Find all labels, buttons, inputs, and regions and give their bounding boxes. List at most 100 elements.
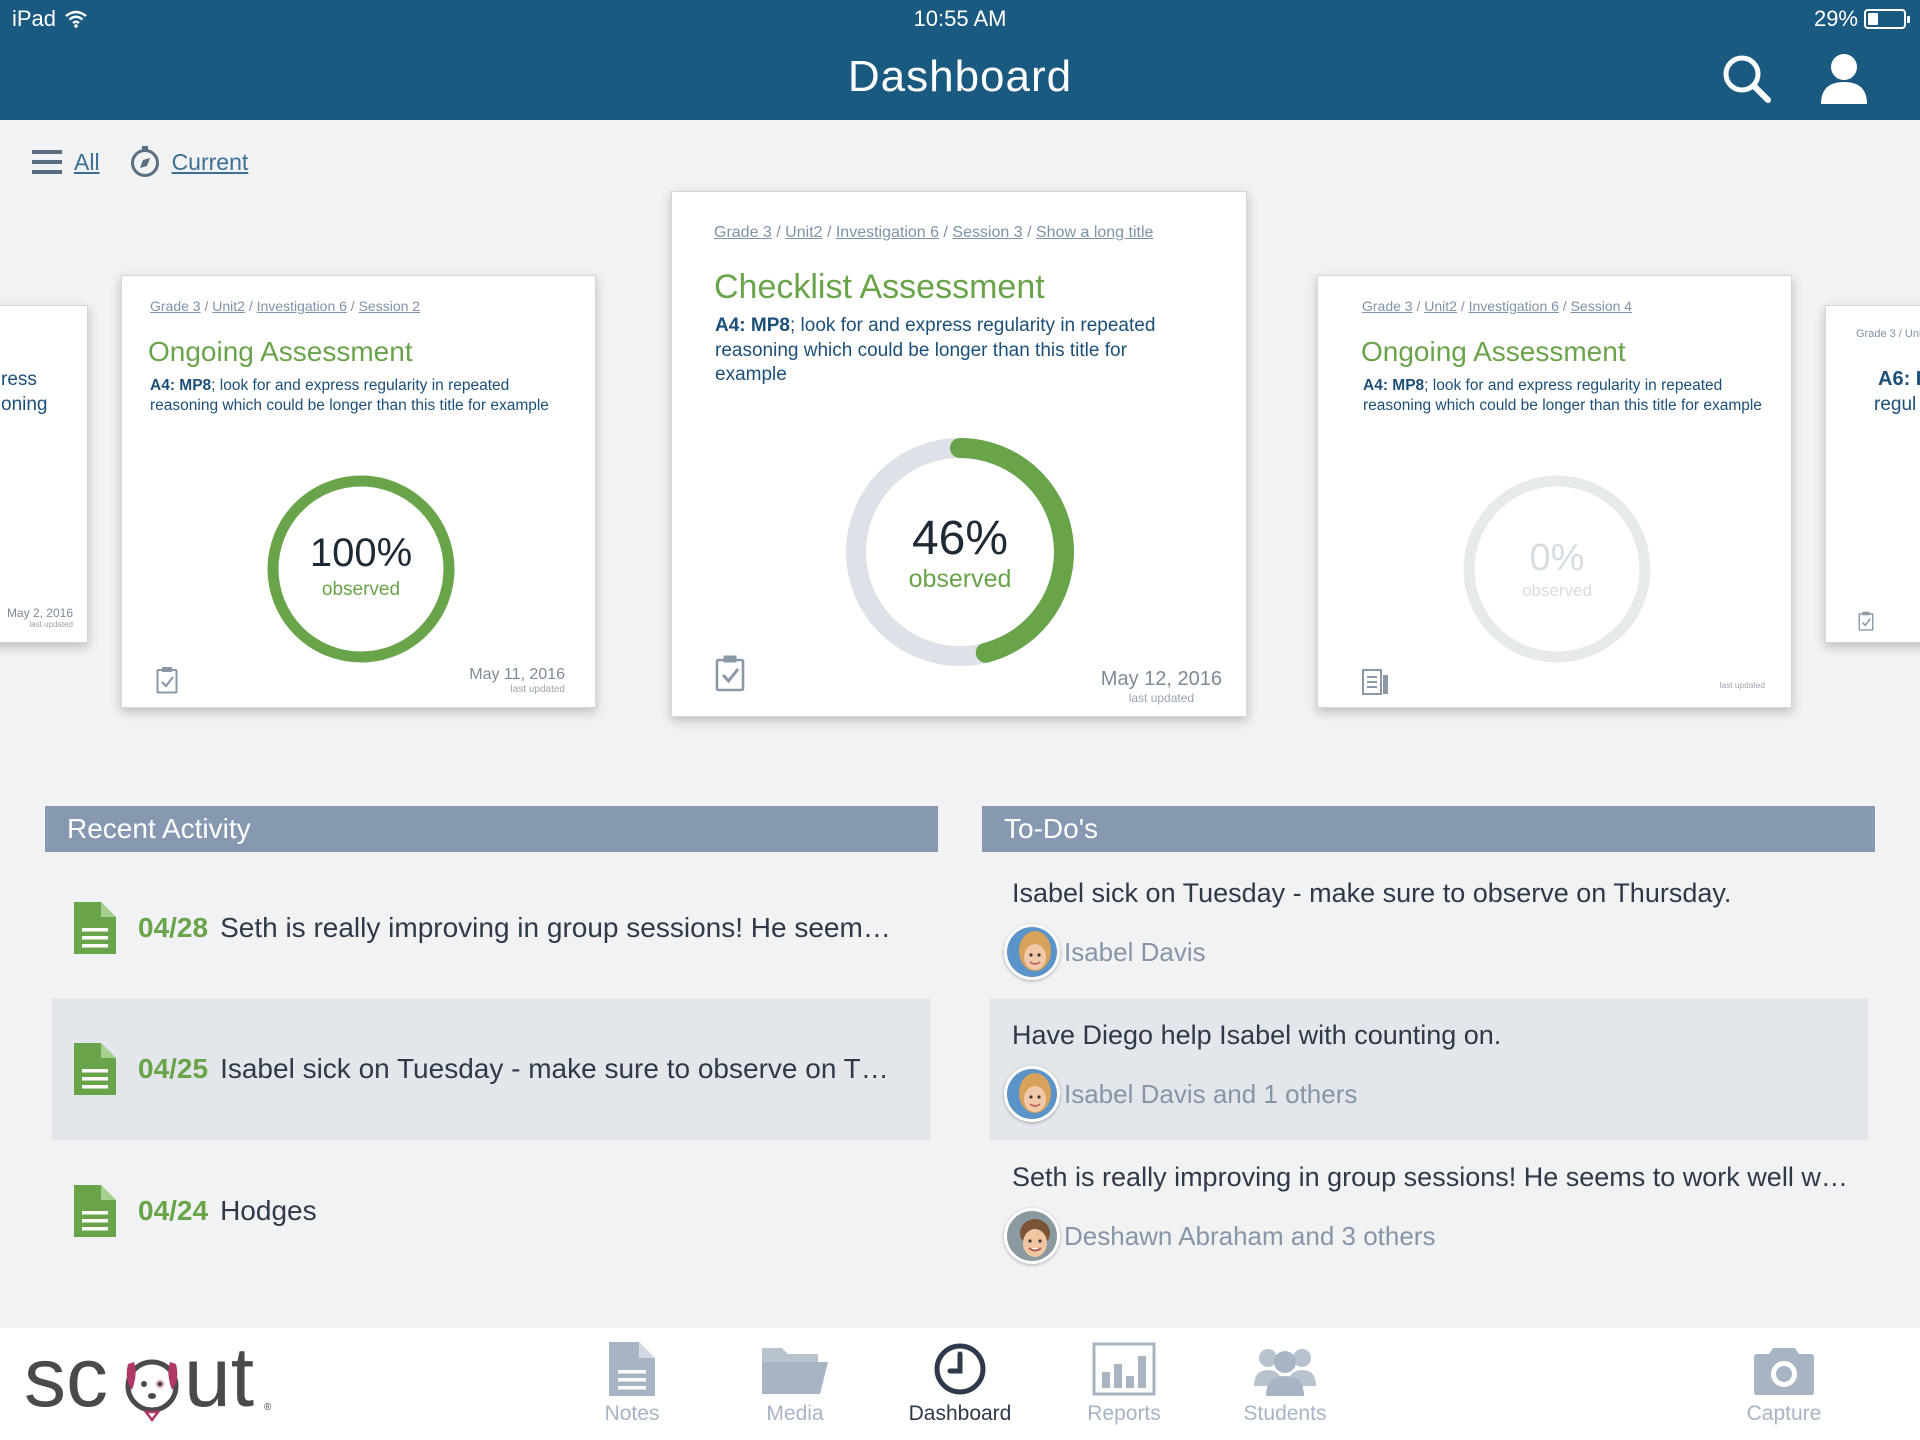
standard-code: A6: I — [1878, 368, 1920, 390]
breadcrumb-grade[interactable]: Grade 3 — [1362, 298, 1413, 314]
todo-item[interactable]: Isabel sick on Tuesday - make sure to ob… — [990, 856, 1868, 998]
assessment-card-selected[interactable]: Grade 3 / Unit2 / Investigation 6 / Sess… — [671, 191, 1247, 717]
assessment-card[interactable]: Grade 3 / Unit2 / Investigation 6 / Sess… — [1317, 275, 1792, 708]
progress-percent: 0% — [1529, 537, 1585, 579]
tab-reports[interactable]: Reports — [1054, 1342, 1194, 1426]
todo-item[interactable]: Have Diego help Isabel with counting on.… — [990, 998, 1868, 1140]
status-time: 10:55 AM — [913, 6, 1007, 31]
card-date-sub: last updated — [29, 620, 73, 629]
standard-code: A4: MP8 — [150, 377, 212, 394]
notes-icon — [609, 1342, 655, 1396]
filter-all[interactable]: All — [32, 149, 100, 176]
breadcrumb-unit[interactable]: Unit2 — [785, 224, 823, 241]
status-bar-right: 29% — [1813, 6, 1910, 32]
bottom-tab-bar: sc ut ® Notes M — [0, 1328, 1920, 1440]
student-avatar — [1004, 1208, 1060, 1264]
card-description: regul — [1874, 394, 1917, 415]
breadcrumb-investigation[interactable]: Investigation 6 — [1468, 298, 1559, 314]
clock-icon — [934, 1343, 986, 1395]
breadcrumb: Grade 3 / Unit2 / Investigation 6 / Sess… — [150, 298, 421, 314]
tab-label: Notes — [604, 1402, 660, 1425]
breadcrumb-investigation[interactable]: Investigation 6 — [256, 298, 347, 314]
students-icon — [1254, 1349, 1316, 1396]
card-date-sub: last updated — [1128, 691, 1195, 705]
tab-label: Reports — [1087, 1402, 1161, 1425]
todos-header: To-Do's — [982, 806, 1875, 852]
progress-label: observed — [908, 565, 1012, 593]
breadcrumb-unit[interactable]: Unit2 — [1424, 298, 1457, 314]
card-date-block: May 12, 2016 last updated — [1101, 668, 1222, 705]
activity-text: Seth is really improving in group sessio… — [220, 912, 901, 943]
tab-dashboard[interactable]: Dashboard — [890, 1342, 1030, 1426]
assessment-card[interactable]: Grade 3 / Unit2 / Investigation 6 / Sess… — [121, 275, 596, 708]
search-button[interactable] — [1720, 52, 1774, 106]
folder-icon — [762, 1348, 828, 1394]
breadcrumb: Grade 3 / Unit2 / Investigation 6 / Sess… — [1362, 298, 1633, 314]
activity-item[interactable]: 04/28 Seth is really improving in group … — [52, 857, 930, 999]
tab-capture[interactable]: Capture — [1714, 1342, 1854, 1426]
wifi-icon — [65, 10, 87, 28]
tab-students[interactable]: Students — [1215, 1342, 1355, 1426]
scout-logo: sc ut ® — [24, 1330, 284, 1440]
note-document-icon — [74, 1043, 116, 1095]
checklist-icon — [715, 655, 745, 692]
progress-ring: 100% observed — [265, 473, 457, 665]
activity-text: Hodges — [220, 1195, 317, 1226]
activity-item[interactable]: 04/24 Hodges — [52, 1140, 930, 1282]
battery-percent: 29% — [1813, 6, 1858, 31]
svg-text:sc: sc — [24, 1336, 108, 1424]
breadcrumb-investigation[interactable]: Investigation 6 — [835, 224, 940, 241]
breadcrumb-session[interactable]: Session 2 — [358, 298, 421, 314]
list-icon — [32, 150, 62, 174]
progress-label: observed — [1522, 581, 1592, 600]
filter-current[interactable]: Current — [130, 146, 249, 178]
card-title-fragment: oning — [1, 393, 48, 415]
tab-label: Students — [1243, 1402, 1327, 1425]
todo-text: Isabel sick on Tuesday - make sure to ob… — [1012, 878, 1732, 908]
breadcrumb-session[interactable]: Session 3 — [952, 224, 1023, 241]
breadcrumb-grade[interactable]: Grade 3 — [714, 224, 772, 241]
card-description: A4: MP8; look for and express regularity… — [715, 314, 1195, 388]
student-avatar — [1004, 924, 1060, 980]
todo-text: Have Diego help Isabel with counting on. — [1012, 1020, 1502, 1050]
breadcrumb-title[interactable]: Show a long title — [1036, 224, 1154, 241]
page-title: Dashboard — [847, 52, 1073, 101]
tab-notes[interactable]: Notes — [562, 1342, 702, 1426]
filter-all-label: All — [74, 148, 100, 175]
profile-button[interactable] — [1818, 52, 1870, 106]
assessment-card-partial-right[interactable]: Grade 3 / Uni A6: I regul — [1825, 305, 1920, 643]
breadcrumb-grade[interactable]: Grade 3 — [150, 298, 201, 314]
tab-media[interactable]: Media — [725, 1342, 865, 1426]
breadcrumb: Grade 3 / Unit2 / Investigation 6 / Sess… — [714, 224, 1154, 241]
tab-label: Capture — [1746, 1402, 1822, 1425]
filter-current-label: Current — [171, 148, 249, 175]
standard-code: A4: MP8 — [715, 315, 790, 336]
todo-item[interactable]: Seth is really improving in group sessio… — [990, 1140, 1868, 1282]
progress-ring: 46% observed — [845, 437, 1075, 667]
compass-icon — [130, 146, 159, 177]
progress-percent: 46% — [911, 512, 1009, 565]
progress-label: observed — [321, 579, 401, 600]
card-date-block: last updated — [1720, 680, 1765, 690]
card-description: A4: MP8; look for and express regularity… — [1363, 376, 1763, 416]
standard-text: ; look for and express regularity in rep… — [715, 315, 1156, 386]
svg-text:®: ® — [264, 1402, 272, 1413]
breadcrumb: Grade 3 / Uni — [1856, 328, 1920, 340]
standard-code: A4: MP8 — [1363, 377, 1425, 394]
card-date: May 12, 2016 — [1100, 668, 1222, 690]
note-document-icon — [74, 902, 116, 954]
search-icon — [1723, 55, 1771, 103]
card-description: A4: MP8; look for and express regularity… — [150, 376, 550, 416]
activity-date: 04/24 — [138, 1195, 209, 1226]
standard-text: ; look for and express regularity in rep… — [1363, 377, 1762, 415]
filter-bar: All Current — [32, 146, 248, 178]
breadcrumb-session[interactable]: Session 4 — [1570, 298, 1633, 314]
checklist-icon — [156, 667, 178, 694]
activity-item[interactable]: 04/25 Isabel sick on Tuesday - make sure… — [52, 998, 930, 1140]
progress-percent: 100% — [309, 531, 413, 575]
card-date: May 11, 2016 — [469, 666, 565, 683]
document-list-icon — [1362, 669, 1388, 695]
assessment-card-partial-left[interactable]: ress oning May 2, 2016 last updated — [0, 305, 88, 643]
breadcrumb-unit[interactable]: Unit2 — [212, 298, 245, 314]
todo-assignee: Deshawn Abraham and 3 others — [1004, 1208, 1435, 1264]
